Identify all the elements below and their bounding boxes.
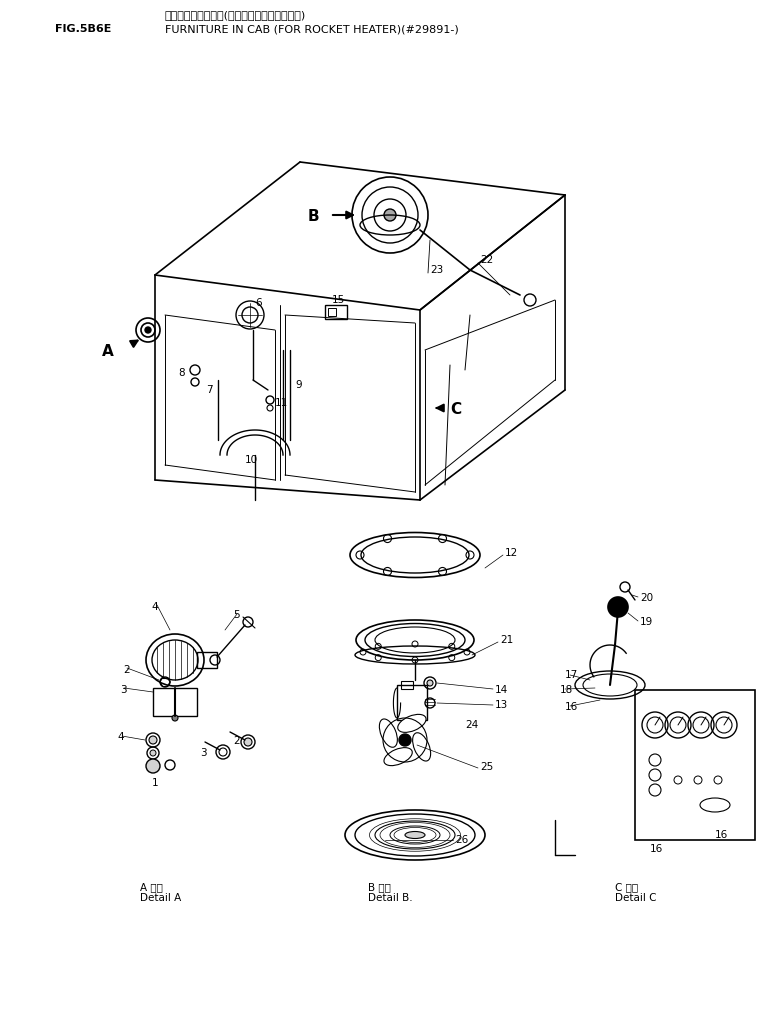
Bar [328,308,336,316]
Circle shape [244,738,252,746]
Text: キャブ　フジクビ　(ロケット　ヒータ　ヨウ): キャブ フジクビ (ロケット ヒータ ヨウ) [165,10,307,20]
Bar [325,305,347,319]
Text: 8: 8 [178,368,184,378]
Circle shape [150,750,156,756]
Bar [401,681,413,689]
Bar [197,652,217,668]
Bar [635,690,755,840]
Text: C: C [450,402,461,417]
Text: Detail A: Detail A [140,893,181,903]
Ellipse shape [384,748,412,766]
Circle shape [608,597,628,617]
Text: 7: 7 [206,385,212,395]
Text: 17: 17 [565,670,578,680]
Circle shape [427,680,433,686]
Text: 20: 20 [640,593,653,604]
Text: 11: 11 [275,398,289,408]
Circle shape [384,209,396,221]
Text: 3: 3 [200,748,207,758]
Text: 16: 16 [650,844,664,854]
Text: B 詳細: B 詳細 [368,882,391,892]
Text: FIG.5B6E: FIG.5B6E [55,24,111,34]
Text: 4: 4 [152,602,158,612]
Circle shape [149,736,157,744]
Text: Detail B.: Detail B. [368,893,412,903]
Circle shape [146,759,160,773]
Text: 16: 16 [565,702,578,712]
Text: 5: 5 [233,610,240,620]
Text: 10: 10 [245,455,258,465]
Text: 6: 6 [255,298,261,308]
Text: 19: 19 [640,617,654,627]
Circle shape [172,715,178,721]
Text: A: A [102,344,114,360]
Ellipse shape [398,714,426,733]
Text: FURNITURE IN CAB (FOR ROCKET HEATER)(#29891-): FURNITURE IN CAB (FOR ROCKET HEATER)(#29… [165,24,459,34]
Text: 12: 12 [505,548,518,558]
Text: B: B [308,209,320,224]
Circle shape [399,734,411,746]
Bar [397,685,427,720]
Text: 3: 3 [120,685,127,695]
Text: 18: 18 [560,685,573,695]
Text: 26: 26 [455,835,468,845]
Text: Detail C: Detail C [615,893,657,903]
Bar [153,688,197,716]
Text: 25: 25 [480,762,493,772]
Text: 22: 22 [480,255,493,265]
Text: 13: 13 [495,700,508,710]
Circle shape [145,327,151,333]
Text: 21: 21 [500,635,513,645]
Ellipse shape [412,733,431,761]
Text: 1: 1 [152,778,158,788]
Text: 14: 14 [495,685,508,695]
Text: 2: 2 [123,665,130,675]
Text: 9: 9 [295,380,302,390]
Text: 4: 4 [117,732,124,742]
Text: 16: 16 [715,830,728,840]
Text: A 詳細: A 詳細 [140,882,163,892]
Text: 23: 23 [430,265,443,275]
Text: 2: 2 [233,736,240,746]
Text: C 詳細: C 詳細 [615,882,638,892]
Ellipse shape [380,719,398,747]
Ellipse shape [405,831,425,838]
Text: 24: 24 [465,720,478,731]
Text: 15: 15 [332,295,345,305]
